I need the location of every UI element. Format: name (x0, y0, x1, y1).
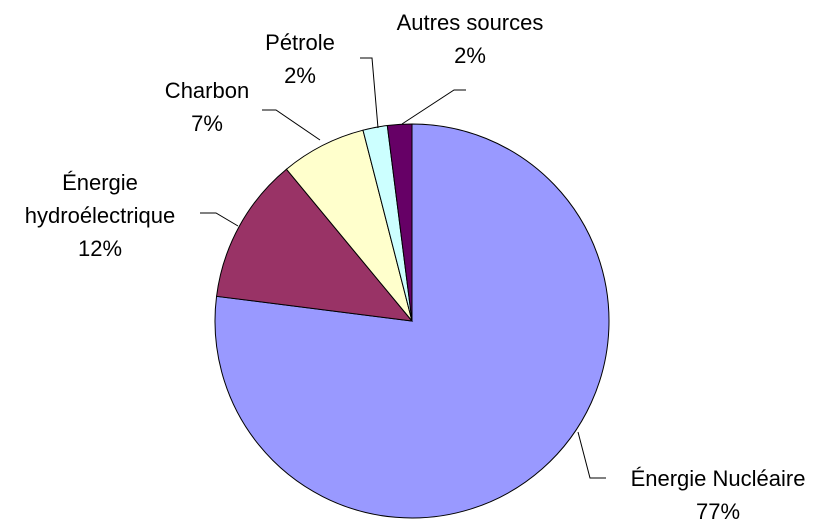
slice-label: Charbon 7% (165, 74, 249, 140)
category-label: Énergie hydroélectrique (24, 170, 176, 228)
leader-line (401, 89, 466, 125)
pie-slice (215, 168, 414, 322)
pie-slice (386, 123, 413, 322)
leader-line (577, 431, 606, 479)
leader-line (262, 109, 321, 141)
category-label: Autres sources (396, 10, 544, 35)
leader-line (360, 57, 379, 129)
value-label: 77% (695, 499, 741, 522)
leader-line (200, 212, 239, 227)
pie-slice (214, 123, 610, 519)
slice-label: Énergie Nucléaire 77% (631, 462, 806, 522)
value-label: 2% (284, 63, 316, 88)
category-label: Pétrole (265, 30, 335, 55)
slice-label: Autres sources 2% (397, 6, 544, 72)
value-label: 7% (191, 111, 223, 136)
slice-label: Énergie hydroélectrique 12% (5, 166, 195, 265)
value-label: 12% (77, 236, 123, 261)
slice-label: Pétrole 2% (265, 26, 335, 92)
category-label: Énergie Nucléaire (630, 466, 806, 491)
category-label: Charbon (164, 78, 250, 103)
value-label: 2% (454, 43, 486, 68)
